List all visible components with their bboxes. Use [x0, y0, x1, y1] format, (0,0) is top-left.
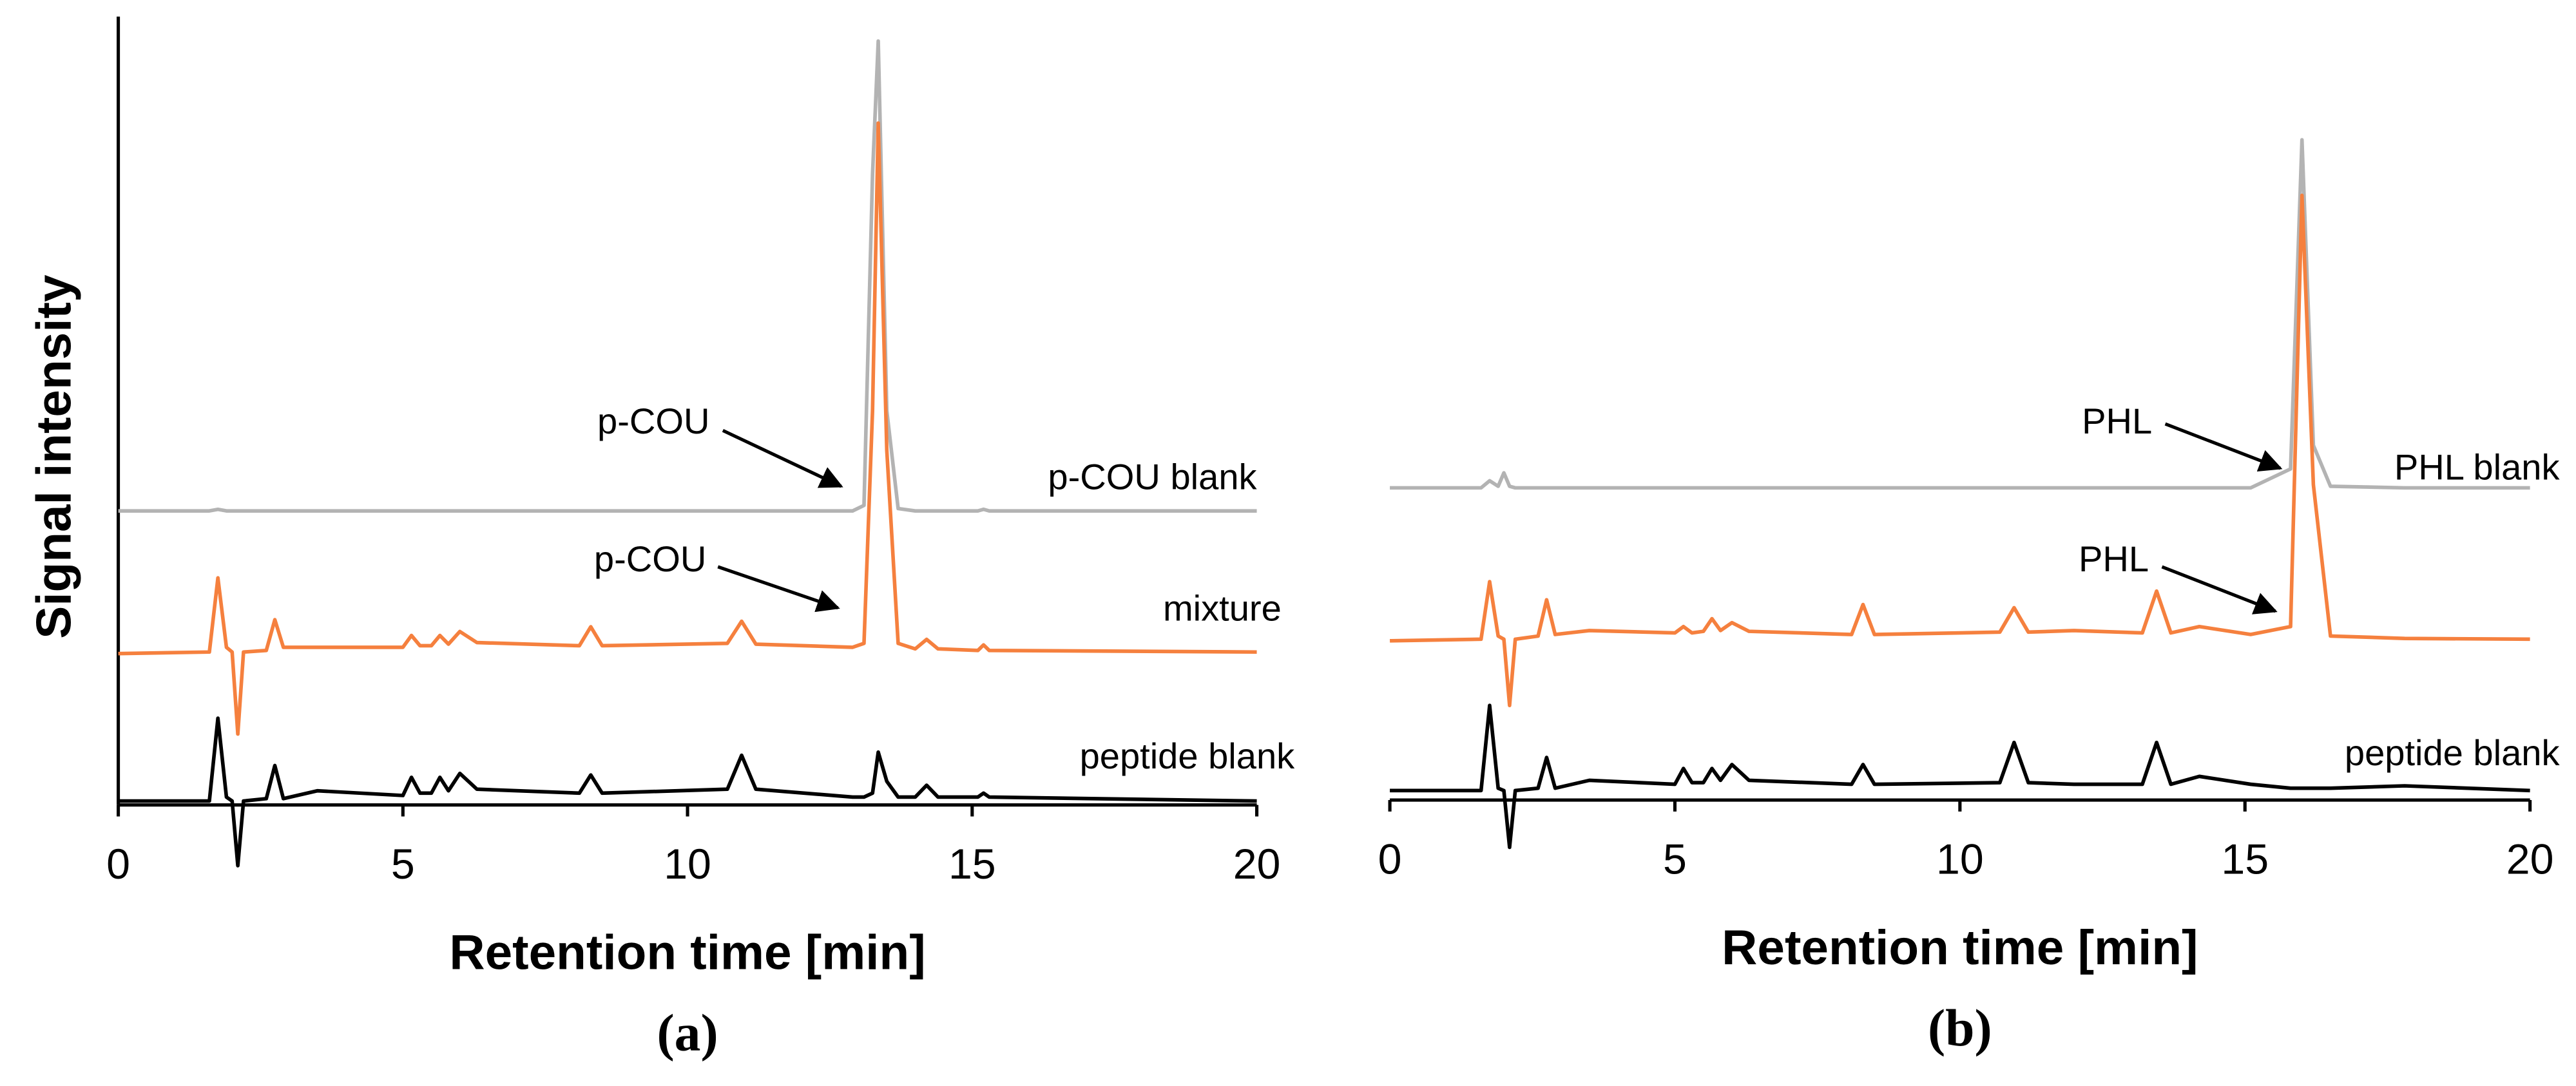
x-tick-label: 15: [948, 841, 996, 888]
x-tick-label: 10: [1936, 835, 1984, 883]
series-label: mixture: [1163, 588, 1282, 629]
x-axis-label: Retention time [min]: [449, 925, 925, 980]
panel-label: (a): [657, 1003, 718, 1062]
annotation: PHL: [2079, 538, 2149, 579]
x-tick-label: 5: [391, 841, 415, 888]
series-label: peptide blank: [2345, 732, 2561, 773]
panel-label: (b): [1928, 998, 1992, 1057]
x-tick-label: 20: [1233, 841, 1281, 888]
x-tick-label: 0: [1378, 835, 1402, 883]
x-tick-label: 10: [664, 841, 711, 888]
x-tick-label: 20: [2506, 835, 2554, 883]
series-label: peptide blank: [1080, 736, 1296, 776]
x-axis-label: Retention time [min]: [1722, 920, 2198, 975]
series-line: [1390, 138, 2530, 490]
annotation-arrow: [2161, 565, 2278, 614]
series-line: [118, 716, 1257, 868]
series-line: [118, 121, 1257, 736]
y-axis-label: Signal intensity: [26, 274, 81, 639]
annotation: PHL: [2082, 401, 2152, 441]
annotation: p-COU: [597, 401, 709, 441]
x-tick-label: 0: [106, 841, 130, 888]
series-label: p-COU blank: [1048, 457, 1257, 497]
annotation-arrow: [717, 565, 840, 613]
series-line: [1390, 193, 2530, 707]
annotation: p-COU: [594, 538, 706, 579]
series-line: [118, 39, 1257, 513]
x-tick-label: 5: [1663, 835, 1687, 883]
series-line: [1390, 703, 2530, 850]
annotation-arrow: [722, 429, 843, 488]
annotation-arrow: [2164, 422, 2283, 472]
x-tick-label: 15: [2221, 835, 2269, 883]
series-label: PHL blank: [2394, 446, 2561, 487]
